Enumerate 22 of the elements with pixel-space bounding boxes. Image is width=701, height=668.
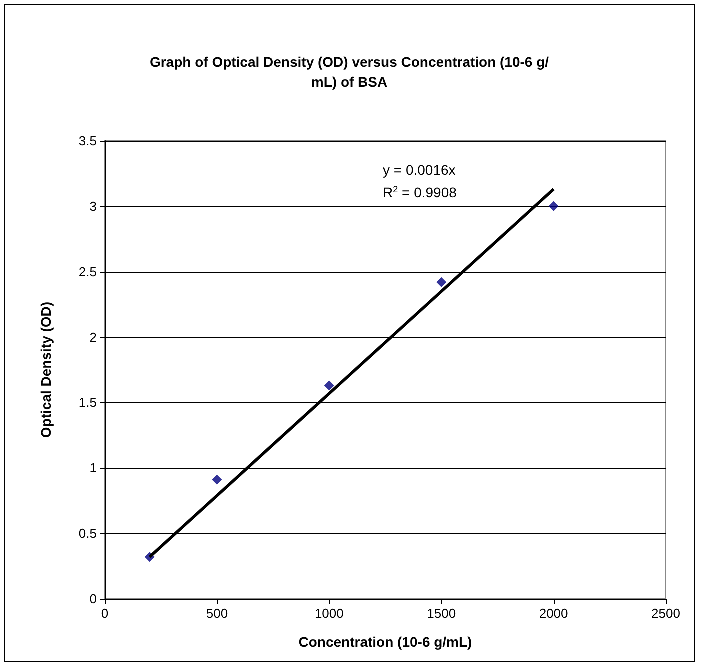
y-axis-title: Optical Density (OD): [38, 302, 54, 438]
y-tick-label: 3: [90, 198, 97, 214]
annotation: y = 0.0016x: [383, 162, 456, 178]
y-tick-label: 0: [90, 592, 97, 606]
x-axis-title: Concentration (10-6 g/mL): [298, 634, 472, 650]
x-tick-label: 500: [206, 606, 228, 621]
x-tick-label: 2500: [652, 606, 680, 621]
point: [324, 380, 334, 391]
y-tick-label: 0.5: [78, 526, 97, 542]
x-tick-label: 2000: [539, 606, 568, 621]
chart-title: Graph of Optical Density (OD) versus Concentration (10-6 g/mL) of BSA: [150, 54, 550, 90]
x-tick-label: 0: [101, 606, 109, 621]
x-tick-label: 1000: [314, 606, 344, 621]
y-tick-label: 2: [90, 330, 97, 345]
y-tick-label: 2.5: [78, 264, 97, 280]
point: [548, 201, 559, 212]
y-tick-label: 1: [90, 460, 97, 476]
x-tick-label: 1500: [427, 606, 456, 621]
point: [436, 277, 447, 288]
y-tick-label: 1.5: [78, 395, 97, 410]
point: [212, 474, 222, 485]
y-tick-label: 3.5: [78, 134, 97, 148]
